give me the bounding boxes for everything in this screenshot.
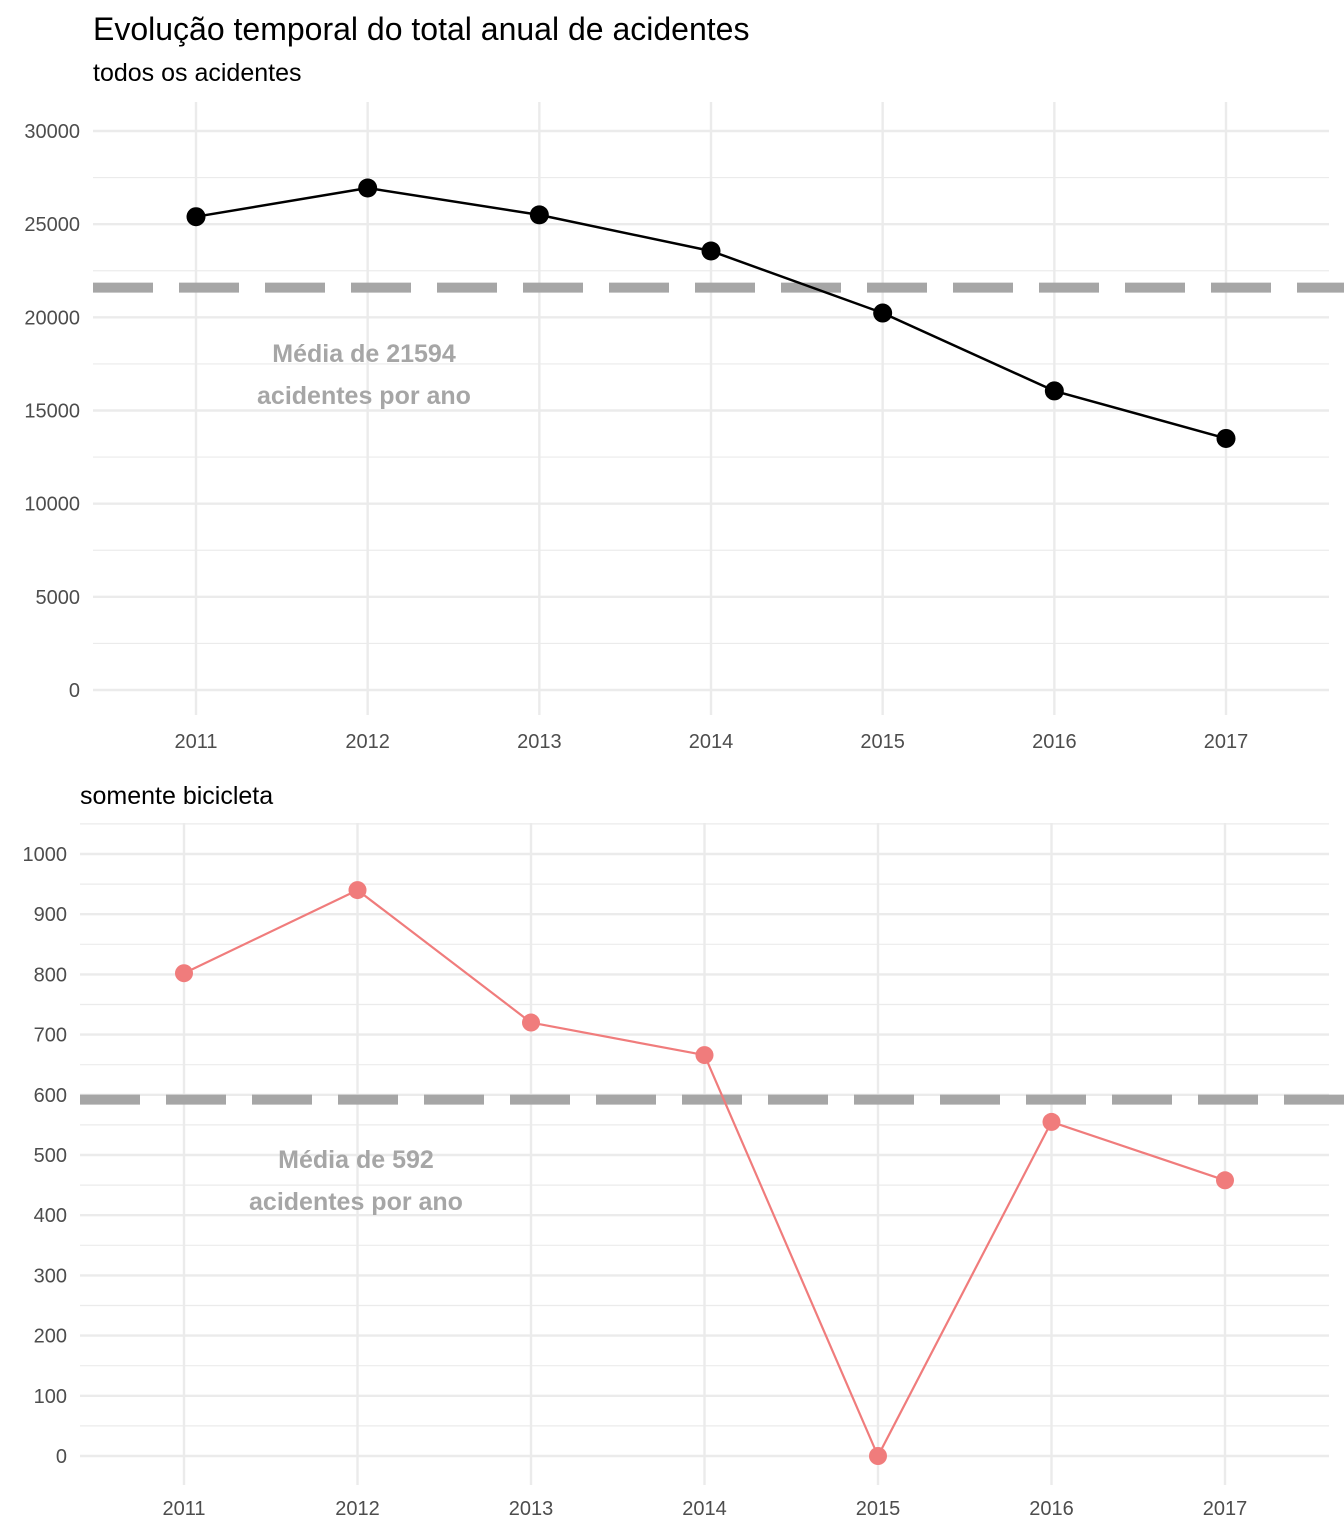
y-tick-label: 600 [34, 1085, 67, 1107]
data-point [869, 1447, 887, 1465]
x-tick-label: 2011 [174, 731, 217, 753]
y-tick-label: 5000 [36, 587, 81, 609]
data-point [529, 205, 549, 225]
panel-subtitle: somente bicicleta [80, 782, 273, 810]
y-tick-label: 200 [34, 1326, 67, 1348]
y-tick-label: 800 [34, 964, 67, 986]
mean-annotation: Média de 21594 acidentes por ano [257, 340, 471, 410]
data-point [873, 303, 893, 323]
panel-subtitle: todos os acidentes [93, 59, 301, 87]
mean-annotation-line-2: acidentes por ano [257, 382, 471, 410]
series-group [175, 881, 1234, 1465]
x-tick-label: 2017 [1203, 1498, 1248, 1520]
series-group [186, 178, 1236, 448]
mean-annotation-line-2: acidentes por ano [249, 1188, 463, 1216]
data-point [348, 881, 367, 900]
x-tick-label: 2016 [1032, 731, 1077, 753]
y-axis: 0 5000 10000 15000 20000 25000 30000 [24, 121, 80, 702]
y-tick-label: 700 [34, 1025, 67, 1047]
data-point [358, 178, 378, 198]
x-tick-label: 2013 [509, 1498, 554, 1520]
y-tick-label: 100 [34, 1386, 67, 1408]
y-axis: 0 100 200 300 400 500 600 700 800 900 1000 [23, 844, 68, 1468]
y-tick-label: 1000 [23, 844, 68, 866]
data-point [186, 207, 206, 227]
y-tick-label: 25000 [24, 214, 80, 236]
y-tick-label: 0 [69, 680, 80, 702]
x-tick-label: 2017 [1204, 731, 1249, 753]
y-tick-label: 400 [34, 1205, 67, 1227]
data-point [1044, 381, 1064, 401]
x-tick-label: 2012 [335, 1498, 380, 1520]
data-point [1216, 428, 1236, 448]
y-tick-label: 20000 [24, 307, 80, 329]
x-tick-label: 2014 [682, 1498, 727, 1520]
data-point [701, 241, 721, 261]
grid [80, 823, 1329, 1485]
y-tick-label: 500 [34, 1145, 67, 1167]
y-tick-label: 300 [34, 1265, 67, 1287]
x-axis: 2011 2012 2013 2014 2015 2016 2017 [174, 731, 1248, 753]
x-tick-label: 2011 [162, 1498, 205, 1520]
x-tick-label: 2015 [856, 1498, 901, 1520]
x-tick-label: 2012 [345, 731, 390, 753]
grid [93, 102, 1329, 715]
x-tick-label: 2015 [860, 731, 905, 753]
data-point [695, 1046, 714, 1065]
mean-annotation-line-1: Média de 21594 [272, 340, 456, 368]
y-tick-label: 900 [34, 904, 67, 926]
mean-annotation-line-1: Média de 592 [278, 1146, 434, 1174]
x-tick-label: 2013 [517, 731, 562, 753]
y-tick-label: 0 [56, 1446, 67, 1468]
panel-bicycle-accidents: somente bicicleta 0 100 200 300 400 500 600 700… [23, 782, 1344, 1520]
data-point [1216, 1171, 1234, 1190]
data-point [522, 1013, 540, 1032]
x-tick-label: 2016 [1029, 1498, 1074, 1520]
panel-all-accidents: todos os acidentes 0 5000 10000 15000 20000 2… [24, 59, 1344, 753]
y-tick-label: 15000 [24, 401, 80, 423]
data-point [175, 964, 193, 983]
mean-annotation: Média de 592 acidentes por ano [249, 1146, 463, 1216]
x-tick-label: 2014 [689, 731, 734, 753]
y-tick-label: 30000 [24, 121, 80, 143]
x-axis: 2011 2012 2013 2014 2015 2016 2017 [162, 1498, 1247, 1520]
y-tick-label: 10000 [24, 494, 80, 516]
chart-title: Evolução temporal do total anual de acid… [93, 11, 749, 47]
data-point [1042, 1112, 1061, 1131]
